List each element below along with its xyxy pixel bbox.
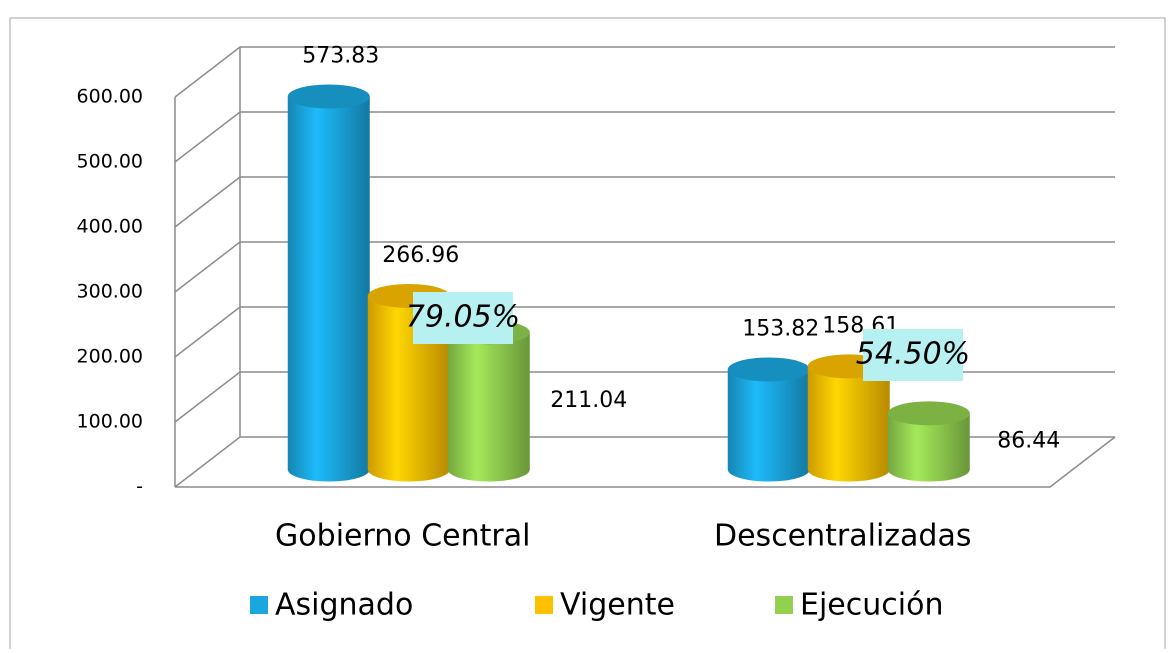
grid-line: [174, 111, 1115, 163]
data-label: 153.82: [742, 317, 819, 342]
x-tick-label: Descentralizadas: [714, 519, 972, 554]
annotation: 79.05%: [406, 300, 520, 335]
legend-label: Vigente: [560, 588, 675, 623]
grid-line: [174, 306, 1115, 358]
bar: [887, 413, 970, 482]
legend-label: Asignado: [275, 588, 413, 623]
annotation: 54.50%: [856, 337, 970, 372]
grid-line: [174, 176, 1115, 228]
y-tick-label: -: [136, 476, 143, 498]
bar-top: [287, 84, 370, 109]
floor: [175, 436, 1116, 488]
y-tick-label: 400.00: [77, 216, 143, 238]
legend-swatch: [775, 596, 793, 614]
data-label: 573.83: [302, 44, 379, 69]
grid-line: [174, 46, 1115, 98]
annotation-box: [413, 292, 513, 344]
legend-label: Ejecución: [800, 588, 943, 623]
data-label: 211.04: [550, 388, 627, 413]
frame: [9, 17, 1166, 649]
y-tick-label: 500.00: [77, 151, 143, 173]
y-tick-label: 100.00: [77, 411, 143, 433]
grid-line: [174, 241, 1115, 293]
bar: [727, 369, 810, 482]
y-tick-label: 300.00: [77, 281, 143, 303]
data-label: 86.44: [997, 428, 1060, 453]
annotation-box: [863, 329, 963, 381]
legend-swatch: [535, 596, 553, 614]
data-label: 266.96: [382, 243, 459, 268]
bar: [287, 96, 370, 482]
bar: [447, 332, 530, 482]
y-tick-label: 600.00: [77, 86, 143, 108]
bar-top: [727, 357, 810, 382]
legend-swatch: [250, 596, 268, 614]
bar-top: [887, 401, 970, 426]
bar: [807, 366, 890, 482]
x-tick-label: Gobierno Central: [275, 519, 530, 554]
y-tick-label: 200.00: [77, 346, 143, 368]
